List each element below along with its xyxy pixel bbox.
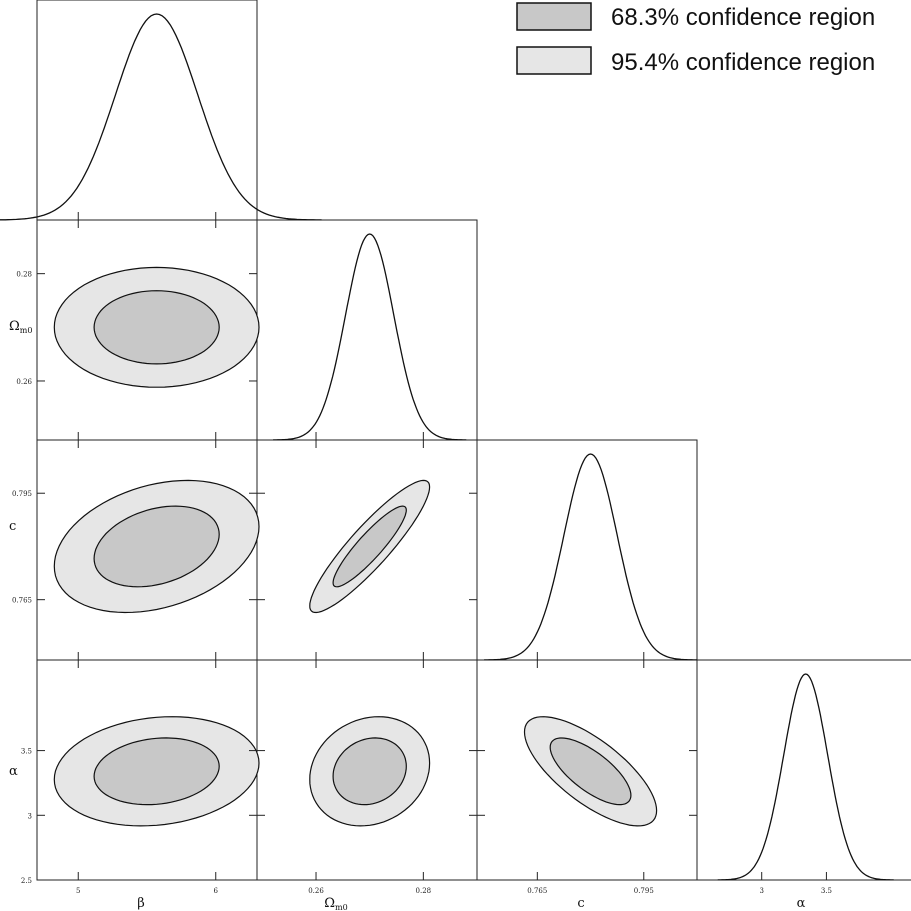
marginal-beta (0, 13, 322, 221)
y-tick-label-c: 0.795 (12, 490, 32, 498)
x-axis-label-omega: Ωm0 (324, 896, 347, 911)
x-tick-label-omega: 0.28 (416, 887, 432, 895)
y-axis-label-omega: Ωm0 (9, 319, 32, 335)
y-tick-label-alpha-min: 2.5 (21, 877, 32, 885)
panel-frame-alpha-alpha (696, 659, 911, 881)
legend: 68.3% confidence region 95.4% confidence… (516, 2, 875, 76)
x-axis-label-c: c (577, 896, 584, 911)
contour-68-beta-c (93, 505, 220, 588)
y-tick-label-alpha: 3 (28, 812, 32, 820)
y-axis-label-c: c (9, 519, 16, 534)
contour-68-beta-alpha (93, 737, 220, 806)
legend-swatch-inner (516, 2, 592, 31)
x-tick-label-beta: 5 (76, 887, 80, 895)
y-tick-label-c: 0.765 (12, 597, 32, 605)
x-tick-label-c: 0.795 (634, 887, 654, 895)
y-tick-label-omega: 0.28 (16, 271, 32, 279)
y-tick-label-alpha: 3.5 (21, 748, 32, 756)
x-tick-label-beta: 6 (214, 887, 219, 895)
contour-68-c-alpha (549, 737, 632, 806)
legend-swatch-outer (516, 46, 592, 75)
panel-frame-c-c (476, 439, 698, 661)
marginal-alpha (717, 673, 894, 881)
marginal-omega (273, 233, 467, 441)
x-tick-label-alpha: 3 (759, 887, 763, 895)
y-axis-label-alpha: α (9, 764, 18, 779)
panel-frame-omega-omega (256, 219, 478, 441)
contour-68-omega-c (332, 505, 407, 588)
panel-frame-beta-beta (36, 0, 258, 221)
legend-label-outer: 95.4% confidence region (611, 49, 875, 76)
contour-68-beta-omega (93, 290, 220, 365)
x-axis-label-alpha: α (797, 896, 806, 911)
legend-label-inner: 68.3% confidence region (611, 4, 875, 31)
x-axis-label-beta: β (137, 896, 145, 911)
x-tick-label-alpha: 3.5 (821, 887, 832, 895)
x-tick-label-omega: 0.26 (308, 887, 324, 895)
y-tick-label-omega: 0.26 (16, 378, 32, 386)
marginal-c (484, 453, 697, 661)
x-tick-label-c: 0.765 (527, 887, 547, 895)
contour-68-omega-alpha (332, 737, 407, 806)
